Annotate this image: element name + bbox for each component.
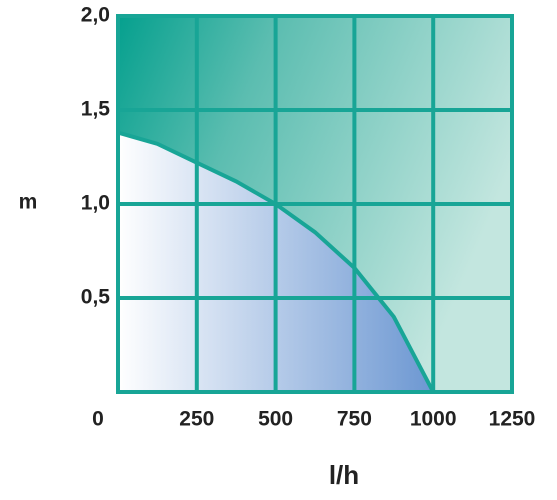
x-axis-title: l/h (329, 460, 359, 490)
x-tick-label: 750 (337, 408, 372, 431)
x-tick-label: 1000 (410, 408, 457, 431)
y-tick-label: 1,0 (81, 192, 110, 215)
plot-frame (116, 14, 514, 394)
curve (117, 130, 435, 393)
x-tick-label: 1250 (489, 408, 536, 431)
y-tick-label: 1,5 (81, 98, 111, 121)
x-tick-label: 250 (179, 408, 214, 431)
x-tick-label: 500 (258, 408, 293, 431)
y-tick-label: 2,0 (81, 4, 110, 27)
y-tick-label: 0,5 (81, 286, 111, 309)
y-axis-title: m (19, 191, 38, 214)
x-tick-label: 0 (92, 408, 104, 431)
